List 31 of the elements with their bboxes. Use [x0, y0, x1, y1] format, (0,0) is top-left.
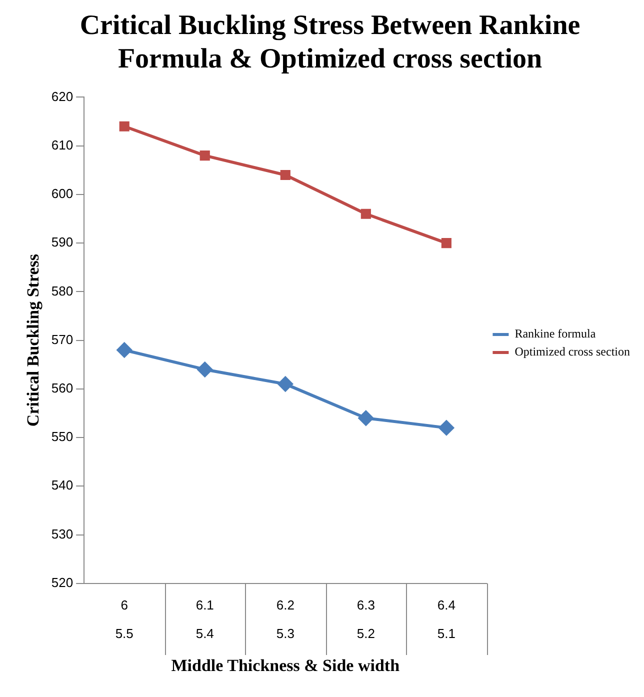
- legend-label: Rankine formula: [514, 326, 596, 341]
- y-tick-label: 620: [51, 88, 74, 104]
- y-tick-label: 590: [51, 234, 74, 250]
- point: [200, 150, 210, 161]
- y-tick-label: 570: [51, 332, 74, 347]
- x-tick-label: 6.1 5.4: [196, 597, 214, 641]
- point: [438, 420, 454, 436]
- point: [116, 342, 132, 358]
- x-tick-label: 6.4 5.1: [437, 597, 456, 641]
- point: [119, 121, 130, 132]
- point: [358, 410, 374, 426]
- x-tick-label: 6.2 5.3: [276, 597, 294, 641]
- x-axis-title: Middle Thickness & Side width: [171, 656, 400, 676]
- point: [441, 238, 452, 248]
- point: [278, 376, 293, 392]
- y-tick-label: 520: [51, 574, 74, 590]
- point: [197, 362, 212, 377]
- y-tick-label: 540: [51, 478, 74, 493]
- y-tick-label: 580: [51, 283, 74, 298]
- y-tick-label: 610: [51, 137, 74, 152]
- legend-label: Optimized cross section: [514, 344, 630, 359]
- y-tick-label: 560: [51, 380, 74, 396]
- x-tick-label: 6.3 5.2: [356, 597, 375, 641]
- y-tick-label: 550: [51, 429, 74, 444]
- y-tick-label: 600: [51, 186, 74, 202]
- point: [360, 208, 371, 219]
- point: [280, 170, 290, 180]
- x-tick-label: 6 5.5: [115, 597, 134, 641]
- y-axis-title: Critical Buckling Stress: [24, 254, 43, 427]
- chart-title: Critical Buckling Stress Between Rankine Formula & Optimized cross section: [80, 10, 580, 75]
- y-tick-label: 530: [51, 526, 74, 542]
